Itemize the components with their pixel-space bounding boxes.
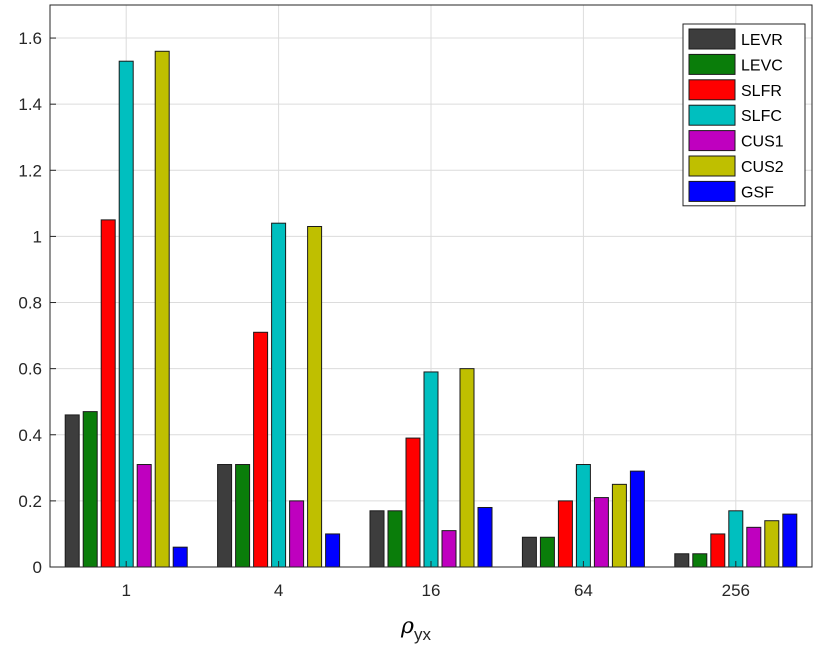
x-tick-label: 4	[274, 581, 283, 600]
bar-slfc-256	[728, 510, 744, 568]
bar-cus1-1	[136, 464, 152, 568]
x-tick-label: 16	[422, 581, 441, 600]
bar-levc-4	[235, 464, 251, 568]
bar-cus2-1	[154, 50, 170, 568]
y-tick-label: 0.2	[18, 492, 42, 511]
bar-gsf-1	[172, 546, 188, 568]
bar-levr-16	[369, 510, 385, 568]
bar-levr-256	[674, 553, 690, 568]
legend-swatch-cus1	[688, 130, 736, 152]
x-axis-label: ρyx	[400, 614, 431, 644]
bar-cus1-16	[441, 530, 457, 568]
y-tick-label: 0	[33, 558, 42, 577]
legend-swatch-levr	[688, 28, 736, 50]
bar-slfc-16	[423, 371, 439, 568]
legend-label-levr: LEVR	[741, 32, 783, 49]
bar-levc-256	[692, 553, 708, 568]
legend: LEVR LEVC SLFR SLFC CUS1 CUS2 GSF	[682, 23, 806, 207]
bar-cus1-256	[746, 526, 762, 568]
legend-label-slfc: SLFC	[741, 108, 782, 125]
legend-swatch-slfc	[688, 104, 736, 126]
bar-cus2-4	[307, 225, 323, 568]
legend-label-gsf: GSF	[741, 184, 774, 201]
bar-gsf-16	[477, 506, 493, 568]
x-tick-label: 64	[574, 581, 593, 600]
bar-cus1-64	[593, 497, 609, 568]
bar-gsf-256	[782, 513, 798, 568]
bar-levc-64	[539, 536, 555, 568]
y-tick-label: 0.4	[18, 426, 42, 445]
bar-gsf-4	[325, 533, 341, 568]
bar-slfc-1	[118, 60, 134, 568]
legend-label-levc: LEVC	[741, 57, 783, 74]
bar-cus1-4	[289, 500, 305, 568]
bars	[64, 50, 798, 568]
bar-gsf-64	[629, 470, 645, 568]
y-tick-label: 1.6	[18, 29, 42, 48]
x-tick-label: 1	[121, 581, 130, 600]
bar-levc-1	[82, 411, 98, 568]
bar-slfr-256	[710, 533, 726, 568]
legend-label-slfr: SLFR	[741, 83, 782, 100]
y-tick-label: 1	[33, 227, 42, 246]
grid	[50, 5, 812, 567]
bar-levr-64	[521, 536, 537, 568]
legend-swatch-slfr	[688, 79, 736, 101]
legend-swatch-cus2	[688, 155, 736, 177]
bar-levc-16	[387, 510, 403, 568]
y-axis-ticks: 0 0.2 0.4 0.6 0.8 1 1.2 1.4 1.6	[18, 29, 56, 577]
svg-text:ρyx: ρyx	[400, 614, 431, 644]
bar-cus2-64	[611, 483, 627, 568]
legend-swatch-gsf	[688, 180, 736, 202]
bar-levr-4	[217, 464, 233, 568]
x-axis-label-symbol: ρ	[400, 614, 414, 639]
x-axis-label-subscript: yx	[414, 625, 432, 644]
bar-levr-1	[64, 414, 80, 568]
legend-label-cus1: CUS1	[741, 134, 784, 151]
y-tick-label: 0.8	[18, 294, 42, 313]
y-tick-label: 1.4	[18, 95, 42, 114]
bar-slfr-4	[253, 331, 269, 568]
bar-slfr-16	[405, 437, 421, 568]
bar-slfc-4	[271, 222, 287, 568]
bar-slfc-64	[575, 464, 591, 568]
y-tick-label: 0.6	[18, 360, 42, 379]
bar-slfr-64	[557, 500, 573, 568]
x-tick-label: 256	[722, 581, 750, 600]
bar-cus2-256	[764, 520, 780, 568]
legend-label-cus2: CUS2	[741, 159, 784, 176]
y-tick-label: 1.2	[18, 161, 42, 180]
legend-swatch-levc	[688, 53, 736, 75]
bar-cus2-16	[459, 368, 475, 568]
x-axis-ticks: 1 4 16 64 256	[121, 561, 750, 600]
bar-slfr-1	[100, 219, 116, 568]
